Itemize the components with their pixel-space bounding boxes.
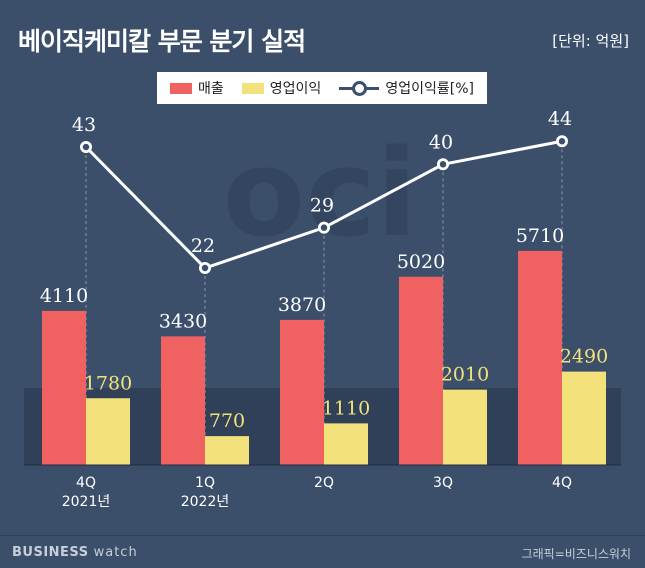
bar-op-profit <box>443 389 487 465</box>
data-label-margin: 44 <box>548 108 572 130</box>
chart-title: 베이직케미칼 부문 분기 실적 <box>18 27 306 56</box>
point-margin-inner <box>199 262 211 274</box>
data-label-op-profit: 770 <box>209 410 245 432</box>
x-tick-label: 2021년 <box>62 494 111 510</box>
bar-op-profit <box>562 371 606 465</box>
bar-revenue <box>42 310 86 465</box>
x-tick-label: 2Q <box>314 475 334 491</box>
credit: 그래픽=비즈니스워치 <box>521 547 631 561</box>
data-label-revenue: 3870 <box>278 294 326 316</box>
unit-label: [단위: 억원] <box>552 32 629 50</box>
x-tick-label: 2022년 <box>181 494 230 510</box>
chart-plot: oci4110178034307703870111050202010571024… <box>24 108 621 510</box>
legend: 매출 영업이익 영업이익률[%] <box>157 72 487 104</box>
brand-light: watch <box>93 545 138 560</box>
legend-item-revenue: 매출 <box>170 78 224 98</box>
legend-label-revenue: 매출 <box>198 81 224 97</box>
data-label-op-profit: 1110 <box>322 397 370 419</box>
data-label-margin: 22 <box>191 235 215 257</box>
brand-bold: BUSINESS <box>12 545 89 560</box>
x-tick-label: 4Q <box>76 475 96 491</box>
legend-label-margin: 영업이익률[%] <box>385 81 474 97</box>
legend-swatch-revenue <box>170 82 193 94</box>
data-label-margin: 29 <box>310 195 334 217</box>
x-tick-label: 1Q <box>195 475 215 491</box>
data-label-op-profit: 1780 <box>84 372 132 394</box>
legend-item-op-profit: 영업이익 <box>241 78 322 98</box>
x-tick-label: 3Q <box>433 475 453 491</box>
data-label-op-profit: 2010 <box>441 364 489 386</box>
data-label-margin: 43 <box>72 114 96 136</box>
point-margin-inner <box>556 135 568 147</box>
bar-revenue <box>399 276 443 465</box>
brand-logo: BUSINESS watch <box>12 545 138 560</box>
data-label-revenue: 4110 <box>40 285 88 307</box>
data-label-revenue: 5710 <box>516 225 564 247</box>
point-margin-inner <box>437 158 449 171</box>
bar-revenue <box>161 336 205 465</box>
x-tick-label: 4Q <box>552 475 572 491</box>
bar-op-profit <box>205 436 249 465</box>
bar-revenue <box>280 319 324 465</box>
point-margin-inner <box>318 221 330 234</box>
bar-op-profit <box>324 423 368 465</box>
data-label-revenue: 3430 <box>159 310 207 332</box>
legend-item-margin: 영업이익률[%] <box>339 78 474 98</box>
data-label-op-profit: 2490 <box>560 346 608 368</box>
data-label-revenue: 5020 <box>397 251 445 273</box>
bar-revenue <box>518 250 562 465</box>
data-label-margin: 40 <box>429 131 453 153</box>
bar-op-profit <box>86 398 130 465</box>
legend-swatch-margin <box>339 81 380 96</box>
legend-swatch-op-profit <box>241 82 264 94</box>
legend-label-op-profit: 영업이익 <box>269 81 322 97</box>
point-margin-inner <box>80 141 92 153</box>
footer: BUSINESS watch 그래픽=비즈니스워치 <box>0 535 645 568</box>
